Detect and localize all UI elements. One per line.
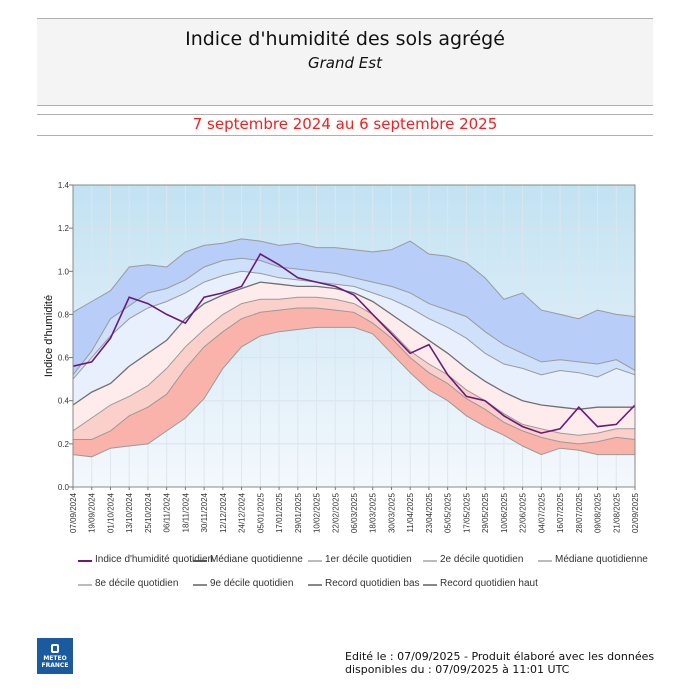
x-tick-label: 10/02/2025 [313, 492, 322, 533]
header-panel: Indice d'humidité des sols agrégé Grand … [37, 18, 653, 106]
chart-title: Indice d'humidité des sols agrégé [185, 28, 505, 50]
y-tick-label: 0.8 [58, 310, 70, 319]
band-median-to-d2 [73, 282, 635, 436]
x-tick-label: 13/10/2024 [125, 492, 134, 533]
line-decile-2 [73, 296, 635, 436]
legend-label: Médiane quotidienne [210, 554, 303, 565]
y-tick-label: 1.2 [58, 224, 70, 233]
legend-item: 9e décile quotidien [193, 578, 330, 590]
period-panel: 7 septembre 2024 au 6 septembre 2025 [37, 114, 653, 136]
footer-line-1: Edité le : 07/09/2025 - Produit élaboré … [345, 650, 655, 663]
x-tick-label: 30/03/2025 [387, 492, 396, 533]
legend-label: Record quotidien bas [325, 578, 420, 589]
legend-swatch [78, 560, 92, 562]
legend-item: Indice d'humidité quotidien [78, 554, 215, 566]
legend-swatch [423, 584, 437, 586]
x-tick-label: 28/07/2025 [575, 492, 584, 533]
x-tick-label: 25/10/2024 [144, 492, 153, 533]
line-record-high [73, 238, 635, 320]
legend-item: Record quotidien haut [423, 578, 560, 590]
x-tick-label: 04/07/2025 [537, 492, 546, 533]
legend-label: Indice d'humidité quotidien [95, 554, 214, 565]
logo-icon [51, 644, 59, 653]
x-tick-label: 19/09/2024 [88, 492, 97, 533]
y-axis: 0.0 0.2 0.4 0.6 0.8 1.0 1.2 1.4 [58, 181, 73, 492]
x-tick-label: 10/06/2025 [500, 492, 509, 533]
legend-swatch [308, 584, 322, 586]
footer-line-2: disponibles du : 07/09/2025 à 11:01 UTC [345, 663, 570, 676]
x-tick-label: 02/09/2025 [631, 492, 640, 533]
x-tick-label: 16/07/2025 [556, 492, 565, 533]
x-tick-label: 29/01/2025 [294, 492, 303, 533]
line-decile-1 [73, 307, 635, 445]
band-d1-to-record-low [73, 308, 635, 457]
line-median [73, 281, 635, 410]
legend-item: Médiane quotidienne [538, 554, 675, 566]
band-d8-to-median [73, 271, 635, 410]
x-tick-label: 24/12/2024 [238, 492, 247, 533]
x-axis: 07/09/2024 19/09/2024 01/10/2024 13/10/2024… [69, 487, 640, 533]
legend-item: 2e décile quotidien [423, 554, 560, 566]
line-decile-8 [73, 270, 635, 380]
x-tick-label: 30/11/2024 [200, 492, 209, 532]
line-record-low [73, 326, 635, 458]
legend-item: Médiane quotidienne [193, 554, 330, 566]
x-tick-label: 07/09/2024 [69, 492, 78, 533]
line-decile-9 [73, 257, 635, 376]
x-tick-label: 18/11/2024 [181, 492, 190, 532]
x-tick-label: 06/03/2025 [350, 492, 359, 533]
y-tick-label: 0.2 [58, 440, 70, 449]
y-axis-label: Indice d'humidité [43, 295, 55, 377]
band-d9-to-d8 [73, 258, 635, 380]
x-tick-label: 21/08/2025 [612, 492, 621, 533]
legend-label: 1er décile quotidien [325, 554, 412, 565]
x-tick-label: 17/01/2025 [275, 492, 284, 533]
legend-label: Record quotidien haut [440, 578, 538, 589]
legend-swatch [423, 560, 437, 562]
x-tick-label: 09/08/2025 [594, 492, 603, 533]
x-tick-label: 05/05/2025 [444, 492, 453, 533]
legend-swatch [193, 560, 207, 562]
x-tick-label: 06/11/2024 [163, 492, 172, 532]
legend-item: 1er décile quotidien [308, 554, 445, 566]
period-label: 7 septembre 2024 au 6 septembre 2025 [192, 115, 498, 133]
legend-swatch [193, 584, 207, 586]
footer-note: Edité le : 07/09/2025 - Produit élaboré … [345, 650, 654, 676]
x-tick-label: 11/04/2025 [406, 492, 415, 532]
chart-subtitle: Grand Est [308, 54, 382, 72]
x-tick-label: 01/10/2024 [106, 492, 115, 533]
x-tick-label: 23/04/2025 [425, 492, 434, 533]
band-record-high-to-d9 [73, 238, 635, 375]
x-tick-label: 05/01/2025 [256, 492, 265, 533]
logo-text-1: METEO [43, 655, 67, 662]
legend-label: Médiane quotidienne [555, 554, 648, 565]
y-tick-label: 0.0 [58, 483, 70, 492]
y-tick-label: 0.4 [58, 397, 70, 406]
legend-swatch [308, 560, 322, 562]
x-tick-label: 22/02/2025 [331, 492, 340, 533]
y-tick-label: 1.0 [58, 267, 70, 276]
legend-item: Record quotidien bas [308, 578, 445, 590]
line-daily-index [73, 252, 635, 434]
x-tick-label: 18/03/2025 [369, 492, 378, 533]
x-tick-label: 22/06/2025 [519, 492, 528, 533]
y-tick-label: 1.4 [58, 181, 70, 190]
meteo-france-logo: METEO FRANCE [37, 638, 73, 674]
y-tick-label: 0.6 [58, 354, 70, 363]
legend-item: 8e décile quotidien [78, 578, 215, 590]
legend-swatch [78, 584, 92, 586]
legend-label: 2e décile quotidien [440, 554, 524, 565]
legend-label: 9e décile quotidien [210, 578, 294, 589]
x-tick-label: 29/05/2025 [481, 492, 490, 533]
logo-text-2: FRANCE [41, 662, 69, 669]
legend-swatch [538, 560, 552, 562]
x-tick-label: 12/12/2024 [219, 492, 228, 533]
x-tick-label: 17/05/2025 [462, 492, 471, 533]
legend-label: 8e décile quotidien [95, 578, 179, 589]
lines [73, 238, 635, 458]
